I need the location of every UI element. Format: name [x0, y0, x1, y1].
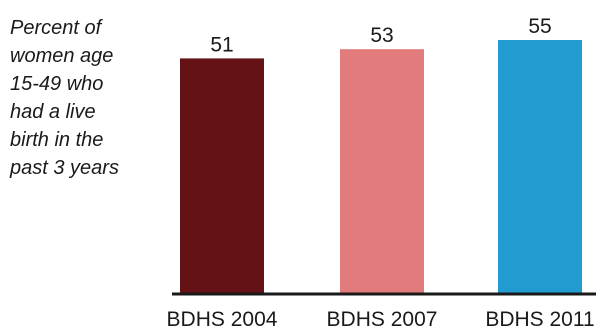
bar-bdhs-2007	[340, 49, 424, 294]
x-tick-label: BDHS 2011	[485, 308, 594, 331]
data-label: 53	[370, 24, 393, 47]
bar-bdhs-2004	[180, 58, 264, 294]
x-tick-label: BDHS 2007	[327, 308, 438, 331]
bar-bdhs-2011	[498, 40, 582, 293]
data-label: 51	[210, 33, 233, 56]
x-tick-label: BDHS 2004	[167, 308, 278, 331]
data-label: 55	[528, 15, 551, 38]
chart-description: Percent of women age 15-49 who had a liv…	[10, 17, 119, 179]
